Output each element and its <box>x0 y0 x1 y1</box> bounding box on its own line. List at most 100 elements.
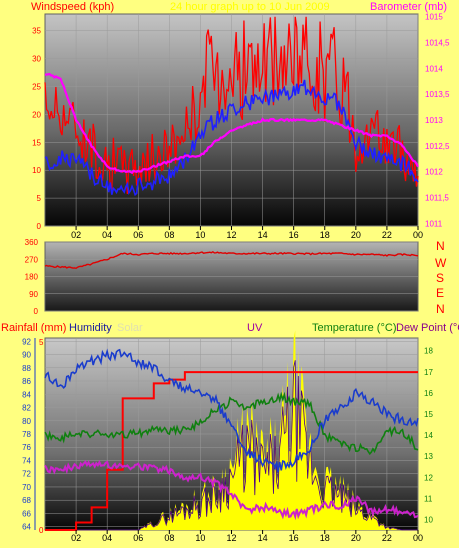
compass-w: W <box>435 256 447 270</box>
compass-n-bottom: N <box>436 302 445 316</box>
temp-y-tick-label: 17 <box>424 368 433 377</box>
temp-y-tick-label: 11 <box>424 494 433 503</box>
baro-y-tick-label: 1011,5 <box>425 194 449 203</box>
dewpoint-title: Dew Point (°C) <box>396 322 459 334</box>
rain-y-ticks: 05 <box>39 338 44 535</box>
x-tick-label: 14 <box>258 230 268 240</box>
temp-y-tick-label: 13 <box>424 452 433 461</box>
graph-title: 24 hour graph up to 10 Jun 2009 <box>170 1 330 13</box>
baro-y-tick-label: 1013,5 <box>425 90 450 99</box>
baro-y-tick-label: 1013 <box>425 116 443 125</box>
temperature-line <box>44 391 419 456</box>
baro-y-tick-label: 1011 <box>425 219 443 228</box>
x-tick-label: 00 <box>413 230 423 240</box>
rainfall-title: Rainfall (mm) <box>1 322 66 334</box>
temp-y-tick-label: 10 <box>424 515 433 524</box>
x-tick-label: 22 <box>382 533 392 543</box>
x-tick-label: 10 <box>195 533 205 543</box>
x-tick-label: 12 <box>226 533 236 543</box>
temp-y-tick-label: 18 <box>424 347 433 356</box>
wind-y-tick-label: 20 <box>32 110 41 119</box>
humidity-y-tick-label: 78 <box>22 430 31 439</box>
x-tick-label: 20 <box>351 230 361 240</box>
baro-y-tick-label: 1015 <box>425 13 443 22</box>
humidity-y-tick-label: 82 <box>22 404 31 413</box>
rain-y-tick-label: 0 <box>39 526 44 535</box>
wind-y-tick-label: 10 <box>32 166 41 175</box>
wind-average-line <box>44 79 419 197</box>
wind-x-ticks: 02 04 06 08 10 12 14 16 18 20 22 00 <box>71 226 423 240</box>
rainfall-line <box>45 371 418 531</box>
x-tick-label: 14 <box>258 533 268 543</box>
humidity-y-tick-label: 76 <box>22 443 31 452</box>
dir-y-tick-label: 360 <box>25 238 39 247</box>
baro-y-tick-label: 1012 <box>425 168 443 177</box>
humidity-y-tick-label: 66 <box>22 509 31 518</box>
humidity-y-tick-label: 84 <box>22 390 31 399</box>
baro-y-ticks: 1011 1011,5 1012 1012,5 1013 1013,5 1014 1014,5… <box>425 13 450 229</box>
humidity-y-tick-label: 64 <box>22 523 31 532</box>
dir-series <box>44 250 419 270</box>
climate-series <box>44 330 419 531</box>
windspeed-line <box>44 16 419 195</box>
humidity-y-ticks: 64 66 68 70 72 74 76 78 80 82 84 86 88 90 92 <box>22 337 36 532</box>
x-tick-label: 08 <box>164 230 174 240</box>
x-tick-label: 22 <box>382 230 392 240</box>
humidity-line <box>44 348 419 473</box>
wind-y-tick-label: 35 <box>32 27 41 36</box>
humidity-y-tick-label: 86 <box>22 377 31 386</box>
x-tick-label: 08 <box>164 533 174 543</box>
barometer-line <box>44 72 419 175</box>
temp-y-tick-label: 16 <box>424 389 433 398</box>
wind-direction-line <box>44 250 419 270</box>
wind-y-ticks: 0 5 10 15 20 25 30 35 <box>32 27 41 231</box>
dir-y-tick-label: 90 <box>29 290 38 299</box>
compass-s: S <box>436 271 444 285</box>
baro-y-tick-label: 1012,5 <box>425 142 450 151</box>
x-tick-label: 04 <box>102 230 112 240</box>
temp-y-ticks: 10 11 12 13 14 15 16 17 18 <box>424 347 433 525</box>
x-tick-label: 02 <box>71 230 81 240</box>
solar-area <box>45 330 418 530</box>
humidity-y-tick-label: 72 <box>22 470 31 479</box>
temp-y-tick-label: 15 <box>424 410 433 419</box>
baro-y-tick-label: 1014 <box>425 64 443 73</box>
humidity-y-tick-label: 88 <box>22 364 31 373</box>
humidity-y-tick-label: 70 <box>22 483 31 492</box>
temperature-title: Temperature (°C) <box>312 322 396 334</box>
compass-letters: N W S E N <box>435 239 447 316</box>
x-tick-label: 16 <box>289 230 299 240</box>
wind-y-tick-label: 25 <box>32 83 41 92</box>
solar-title: Solar <box>117 322 143 334</box>
humidity-title: Humidity <box>69 322 112 334</box>
temp-y-tick-label: 14 <box>424 431 433 440</box>
dewpoint-line <box>44 459 419 521</box>
x-tick-label: 10 <box>195 230 205 240</box>
humidity-y-tick-label: 68 <box>22 496 31 505</box>
humidity-y-tick-label: 92 <box>22 337 31 346</box>
dir-y-ticks: 0 90 180 270 360 <box>25 238 39 316</box>
dir-y-tick-label: 0 <box>34 307 39 316</box>
x-tick-label: 20 <box>351 533 361 543</box>
baro-axis-title: Barometer (mb) <box>370 1 447 13</box>
climate-x-ticks: 02 04 06 08 10 12 14 16 18 20 22 00 <box>71 530 423 543</box>
humidity-y-tick-label: 90 <box>22 351 31 360</box>
rain-y-tick-label: 5 <box>39 338 44 347</box>
x-tick-label: 18 <box>320 533 330 543</box>
x-tick-label: 06 <box>133 533 143 543</box>
dir-y-tick-label: 270 <box>25 255 39 264</box>
x-tick-label: 12 <box>226 230 236 240</box>
wind-y-tick-label: 0 <box>37 222 42 231</box>
wind-series <box>44 16 419 197</box>
baro-y-tick-label: 1014,5 <box>425 38 450 47</box>
x-tick-label: 06 <box>133 230 143 240</box>
wind-y-tick-label: 15 <box>32 138 41 147</box>
humidity-y-tick-label: 80 <box>22 417 31 426</box>
x-tick-label: 18 <box>320 230 330 240</box>
temp-y-tick-label: 12 <box>424 473 433 482</box>
x-tick-label: 16 <box>289 533 299 543</box>
compass-n-top: N <box>436 239 445 253</box>
x-tick-label: 02 <box>71 533 81 543</box>
